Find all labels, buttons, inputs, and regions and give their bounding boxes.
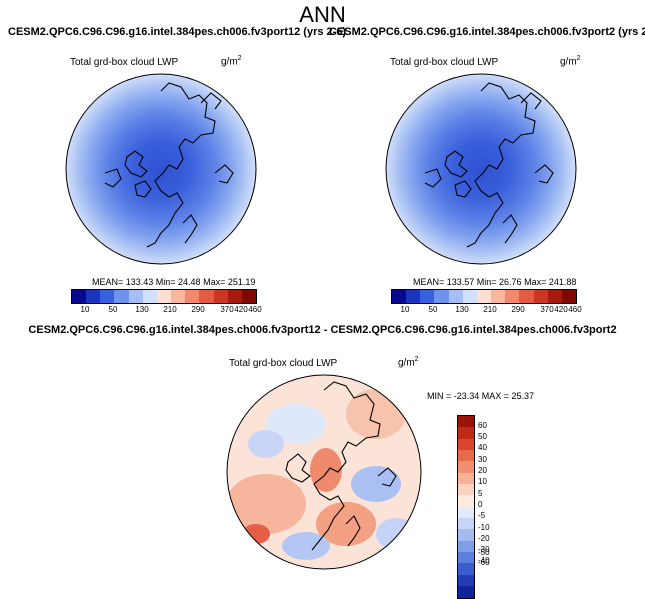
cb-right-swatch-7 <box>476 290 492 303</box>
cb-label: 5 <box>478 489 483 498</box>
cb-label: 50 <box>428 305 438 314</box>
cb-right-swatch-1 <box>392 290 407 303</box>
diff-variable-label: Total grd-box cloud LWP <box>229 358 338 369</box>
cb-diff-swatch-8 <box>458 495 474 507</box>
cb-diff-swatch-1 <box>458 416 474 428</box>
cb-diff-swatch-16 <box>458 586 474 598</box>
cb-left-swatch-7 <box>156 290 172 303</box>
cb-diff-swatch-9 <box>458 506 474 519</box>
right-units-label: g/m2 <box>560 55 581 68</box>
cb-label: 0 <box>478 500 483 509</box>
cb-label: 60 <box>478 421 487 430</box>
cb-right-swatch-10 <box>519 290 534 303</box>
cb-label: 370 <box>220 305 234 314</box>
left-polar-map <box>65 73 257 265</box>
cb-right-swatch-11 <box>533 290 548 303</box>
cb-diff-swatch-4 <box>458 450 474 462</box>
cb-left-swatch-11 <box>213 290 228 303</box>
cb-label: 20 <box>478 466 487 475</box>
cb-right-swatch-3 <box>420 290 435 303</box>
right-colorbar <box>391 289 577 304</box>
cb-diff-swatch-6 <box>458 472 474 485</box>
cb-label: 10 <box>400 305 410 314</box>
cb-label: 370 <box>540 305 554 314</box>
cb-label: 460 <box>568 305 582 314</box>
cb-left-swatch-13 <box>241 290 257 303</box>
cb-label: 290 <box>191 305 205 314</box>
difference-colorbar <box>457 415 475 599</box>
diff-stats: MIN = -23.34 MAX = 25.37 <box>427 391 535 401</box>
cb-label: -20 <box>478 534 490 543</box>
difference-polar-map <box>226 374 422 570</box>
cb-label: -5 <box>478 511 486 520</box>
right-stats: MEAN= 133.57 Min= 26.76 Max= 241.88 <box>413 277 577 287</box>
right-map-field <box>385 73 577 265</box>
right-coastlines <box>424 82 554 248</box>
figure-title: ANN <box>299 2 346 27</box>
cb-label: 290 <box>511 305 525 314</box>
cb-label: -50 <box>478 548 490 557</box>
cb-diff-swatch-10 <box>458 518 474 530</box>
cb-diff-swatch-12 <box>458 540 474 553</box>
cb-label: 10 <box>80 305 90 314</box>
cb-label: 50 <box>478 432 487 441</box>
cb-right-swatch-5 <box>448 290 463 303</box>
difference-title: CESM2.QPC6.C96.C96.g16.intel.384pes.ch00… <box>28 324 617 336</box>
left-stats: MEAN= 133.43 Min= 24.48 Max= 251.19 <box>92 277 256 287</box>
cb-diff-swatch-13 <box>458 552 474 564</box>
right-polar-map <box>385 73 577 265</box>
cb-left-swatch-5 <box>128 290 143 303</box>
right-variable-label: Total grd-box cloud LWP <box>390 57 499 68</box>
cb-label: 420 <box>554 305 568 314</box>
left-colorbar <box>71 289 257 304</box>
cb-left-swatch-3 <box>100 290 115 303</box>
left-units-label: g/m2 <box>221 55 242 68</box>
cb-left-swatch-6 <box>142 290 157 303</box>
right-case-title: CESM2.QPC6.C96.C96.g16.intel.384pes.ch00… <box>329 26 645 38</box>
cb-diff-swatch-14 <box>458 563 474 575</box>
cb-diff-swatch-3 <box>458 438 474 451</box>
cb-label: 40 <box>478 443 487 452</box>
cb-left-swatch-4 <box>114 290 129 303</box>
cb-left-swatch-12 <box>227 290 242 303</box>
cb-right-swatch-9 <box>505 290 520 303</box>
left-coastlines <box>104 82 234 248</box>
cb-right-swatch-12 <box>547 290 562 303</box>
cb-diff-swatch-11 <box>458 529 474 541</box>
cb-label: 50 <box>108 305 118 314</box>
left-case-title: CESM2.QPC6.C96.C96.g16.intel.384pes.ch00… <box>8 26 347 38</box>
cb-left-swatch-10 <box>199 290 214 303</box>
cb-label: 10 <box>478 477 487 486</box>
cb-right-swatch-8 <box>491 290 506 303</box>
cb-left-swatch-9 <box>185 290 200 303</box>
cb-right-swatch-2 <box>406 290 421 303</box>
cb-label: -30 <box>478 545 490 554</box>
cb-label: 420 <box>234 305 248 314</box>
cb-label: 460 <box>248 305 262 314</box>
cb-right-swatch-6 <box>462 290 477 303</box>
cb-label: -10 <box>478 523 490 532</box>
cb-diff-swatch-5 <box>458 461 474 473</box>
cb-label: 210 <box>163 305 177 314</box>
cb-right-swatch-13 <box>561 290 577 303</box>
cb-label: 130 <box>455 305 469 314</box>
cb-diff-swatch-15 <box>458 574 474 587</box>
left-variable-label: Total grd-box cloud LWP <box>70 57 179 68</box>
cb-label: -60 <box>478 558 490 567</box>
cb-left-swatch-8 <box>171 290 186 303</box>
cb-diff-swatch-2 <box>458 427 474 439</box>
cb-left-swatch-2 <box>86 290 101 303</box>
cb-label: 210 <box>483 305 497 314</box>
cb-label: 130 <box>135 305 149 314</box>
left-map-field <box>65 73 257 265</box>
diff-units-label: g/m2 <box>398 356 419 369</box>
cb-label: -40 <box>478 556 490 565</box>
diff-coastlines <box>285 381 397 551</box>
cb-left-swatch-1 <box>72 290 87 303</box>
cb-label: 30 <box>478 455 487 464</box>
cb-diff-swatch-7 <box>458 484 474 496</box>
cb-right-swatch-4 <box>434 290 449 303</box>
